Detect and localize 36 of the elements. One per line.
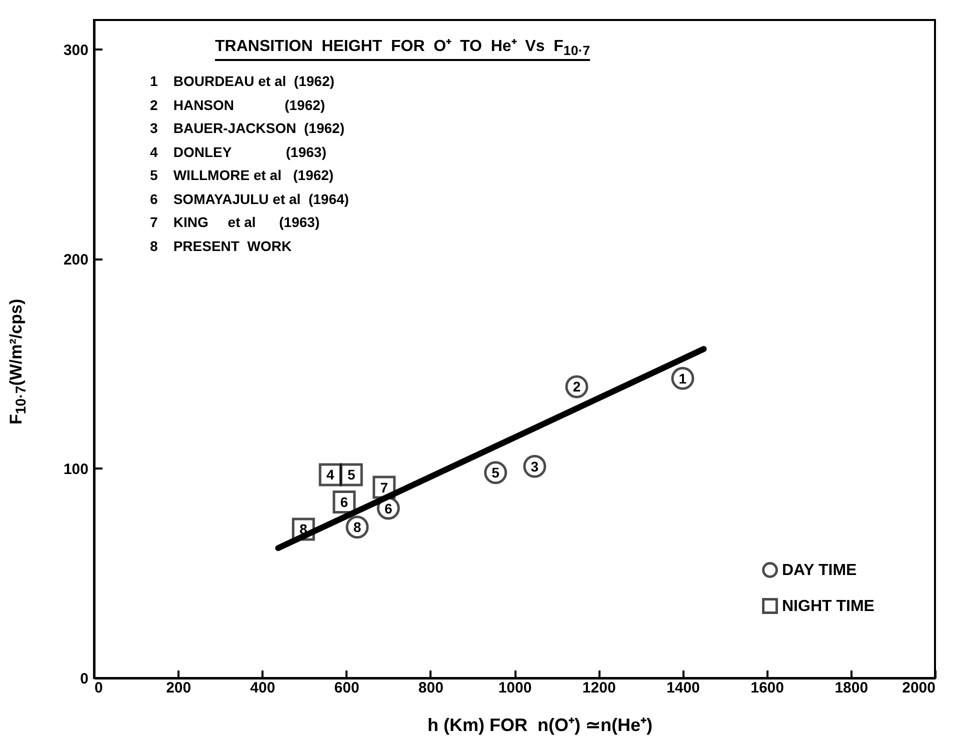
x-tick-label: 1400 [666, 680, 700, 696]
annotation: 3 [530, 458, 539, 474]
annotation: 7 [380, 479, 388, 496]
x-tick-label: 1200 [582, 680, 616, 696]
x-tick-label: 1800 [834, 680, 868, 696]
legend-label: DAY TIME [782, 562, 858, 579]
annotation: 8 [353, 519, 362, 536]
annotation: 6 SOMAYAJULU et al (1964) [150, 190, 349, 209]
annotation: 8 PRESENT WORK [150, 236, 293, 256]
annotation: 4 [326, 466, 334, 483]
annotation: 2 [572, 378, 581, 395]
annotation: 6 [340, 494, 348, 510]
annotation: 1 BOURDEAU et al (1962) [150, 72, 336, 91]
x-tick-label: 200 [166, 680, 192, 696]
annotation: 6 [384, 500, 392, 516]
y-tick-label: 300 [63, 42, 88, 59]
text: TRANSITION HEIGHT FOR O⁺ TO He⁺ Vs F$_{10·7}$ [215, 34, 590, 62]
annotation: 4 DONLEY (1963) [150, 142, 328, 162]
y-tick-label: 200 [63, 251, 88, 268]
annotation: 3 BAUER-JACKSON (1962) [150, 119, 346, 138]
x-tick-label: 1600 [750, 680, 784, 696]
x-tick-label: 800 [418, 680, 444, 696]
annotation: 1 [678, 370, 687, 386]
annotation: 5 [347, 466, 356, 483]
x-tick-label: 1000 [498, 680, 532, 696]
x-tick-label: 0 [94, 680, 103, 696]
annotation: 5 [492, 464, 500, 481]
x-tick-label: 600 [334, 680, 360, 696]
x-tick-label: 2000 [902, 680, 936, 696]
x-tick-label: 400 [250, 680, 276, 696]
annotation: 7 KING et al (1963) [150, 213, 321, 232]
x-axis-title: h (Km) FOR n(O⁺) ≃n(He⁺) [426, 714, 654, 736]
annotation: 2 HANSON (1962) [150, 96, 326, 115]
legend-label: NIGHT TIME [782, 598, 875, 615]
annotation: 5 WILLMORE et al (1962) [150, 166, 335, 185]
y-tick-label: 100 [63, 460, 88, 478]
